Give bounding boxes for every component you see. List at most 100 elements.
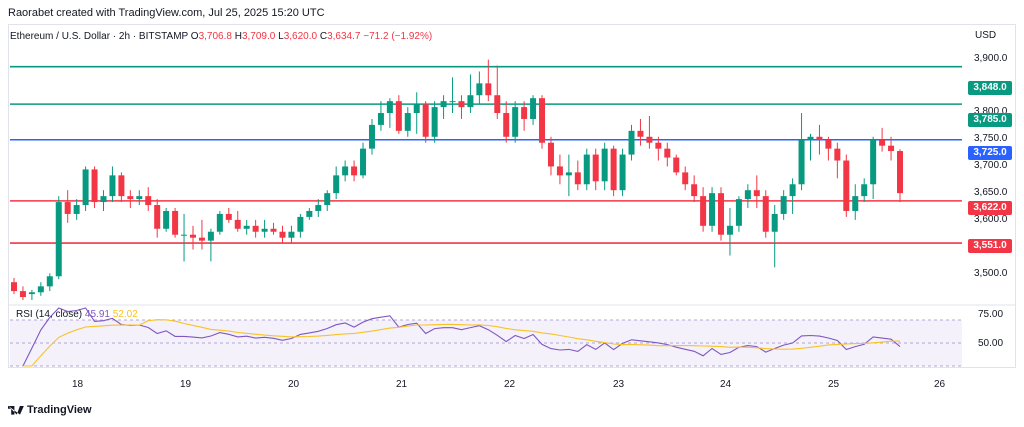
date-tick: 18 xyxy=(72,379,84,390)
level-label-3551[interactable]: 3,551.0 xyxy=(968,239,1012,253)
candle-body xyxy=(270,228,277,232)
candle-body xyxy=(100,196,107,203)
candle-body xyxy=(897,151,903,194)
candle-body xyxy=(664,148,671,158)
level-label-3622[interactable]: 3,622.0 xyxy=(968,201,1012,215)
candle-body xyxy=(807,136,814,140)
open-value: 3,706.8 xyxy=(198,31,232,42)
candle-body xyxy=(136,196,143,200)
candle-body xyxy=(377,113,384,125)
tv-logo-icon xyxy=(8,405,24,415)
date-tick: 24 xyxy=(720,379,732,390)
candle-body xyxy=(19,291,26,298)
candle-body xyxy=(82,169,89,206)
candle-body xyxy=(574,172,581,185)
date-tick: 22 xyxy=(504,379,516,390)
symbol-title[interactable]: Ethereum / U.S. Dollar · 2h · BITSTAMP xyxy=(10,31,189,42)
candle-body xyxy=(530,98,537,119)
rsi-ma-line xyxy=(22,319,901,367)
date-tick: 20 xyxy=(288,379,300,390)
candle-body xyxy=(834,148,841,161)
candle-body xyxy=(816,136,823,140)
low-value: 3,620.0 xyxy=(283,31,318,42)
candle-body xyxy=(870,139,877,185)
candle-body xyxy=(556,166,563,176)
level-label-3785[interactable]: 3,785.0 xyxy=(968,113,1012,127)
candle-body xyxy=(619,154,626,191)
candle-body xyxy=(216,213,223,232)
candle-body xyxy=(458,101,465,108)
candle-body xyxy=(127,196,134,200)
candle-body xyxy=(154,205,161,229)
candle-body xyxy=(521,107,528,119)
candle-body xyxy=(342,166,349,176)
candle-body xyxy=(431,107,438,137)
level-label-3725[interactable]: 3,725.0 xyxy=(968,146,1012,160)
candle-body xyxy=(825,139,832,149)
candle-body xyxy=(467,95,474,108)
candle-body xyxy=(503,113,510,137)
rsi-value: 45.91 xyxy=(84,309,110,320)
candle-body xyxy=(360,148,367,176)
candle-body xyxy=(709,193,716,226)
candle-body xyxy=(395,101,402,131)
candle-body xyxy=(225,213,232,220)
candle-body xyxy=(422,104,429,137)
candle-body xyxy=(315,205,322,211)
candle-body xyxy=(234,219,241,229)
candle-body xyxy=(646,136,653,143)
candle-body xyxy=(628,130,635,155)
candle-body xyxy=(189,234,196,238)
candle-body xyxy=(485,83,492,96)
change-value: −71.2 (−1.92%) xyxy=(363,31,433,42)
level-label-3848[interactable]: 3,848.0 xyxy=(968,81,1012,95)
price-tick: 3,500.0 xyxy=(974,268,1008,279)
candle-body xyxy=(637,130,644,137)
currency-label[interactable]: USD xyxy=(975,30,997,41)
tradingview-logo[interactable]: TradingView xyxy=(8,404,92,416)
candle-body xyxy=(592,154,599,182)
candle-body xyxy=(109,175,116,197)
candle-body xyxy=(145,196,152,206)
candle-body xyxy=(565,172,572,176)
candle-body xyxy=(279,231,286,238)
candle-body xyxy=(198,237,205,241)
candle-body xyxy=(476,83,483,96)
rsi-tick-50: 50.00 xyxy=(978,338,1004,349)
candle-body xyxy=(726,225,733,235)
candle-body xyxy=(440,101,447,108)
candle-body xyxy=(73,205,80,214)
candle-body xyxy=(601,148,608,182)
candle-body xyxy=(118,175,125,197)
candle-body xyxy=(718,193,725,235)
candle-body xyxy=(547,142,554,167)
candle-body xyxy=(861,184,868,197)
candle-body xyxy=(243,225,250,229)
rsi-title: RSI (14, close) xyxy=(16,309,83,320)
candle-body xyxy=(386,101,393,114)
price-tick: 3,700.0 xyxy=(974,160,1008,171)
date-tick: 23 xyxy=(613,379,625,390)
candle-body xyxy=(691,184,698,197)
rsi-legend[interactable]: RSI (14, close) 45.91 52.02 xyxy=(16,309,138,320)
chart-credit: Raorabet created with TradingView.com, J… xyxy=(8,7,325,19)
high-value: 3,709.0 xyxy=(241,31,276,42)
rsi-ma-value: 52.02 xyxy=(112,309,138,320)
date-tick: 25 xyxy=(828,379,840,390)
candle-body xyxy=(771,213,778,232)
chart-frame xyxy=(8,24,1016,368)
price-tick: 3,750.0 xyxy=(974,133,1008,144)
candle-body xyxy=(306,210,313,217)
candle-body xyxy=(288,231,295,238)
candle-body xyxy=(494,95,501,114)
rsi-tick-75: 75.00 xyxy=(978,309,1004,320)
candle-body xyxy=(413,104,420,114)
candle-body xyxy=(583,154,590,185)
candle-body xyxy=(673,157,680,173)
candle-body xyxy=(333,175,340,194)
candle-body xyxy=(163,210,170,229)
candle-body xyxy=(798,139,805,185)
candle-body xyxy=(261,228,268,232)
price-tick: 3,600.0 xyxy=(974,214,1008,225)
